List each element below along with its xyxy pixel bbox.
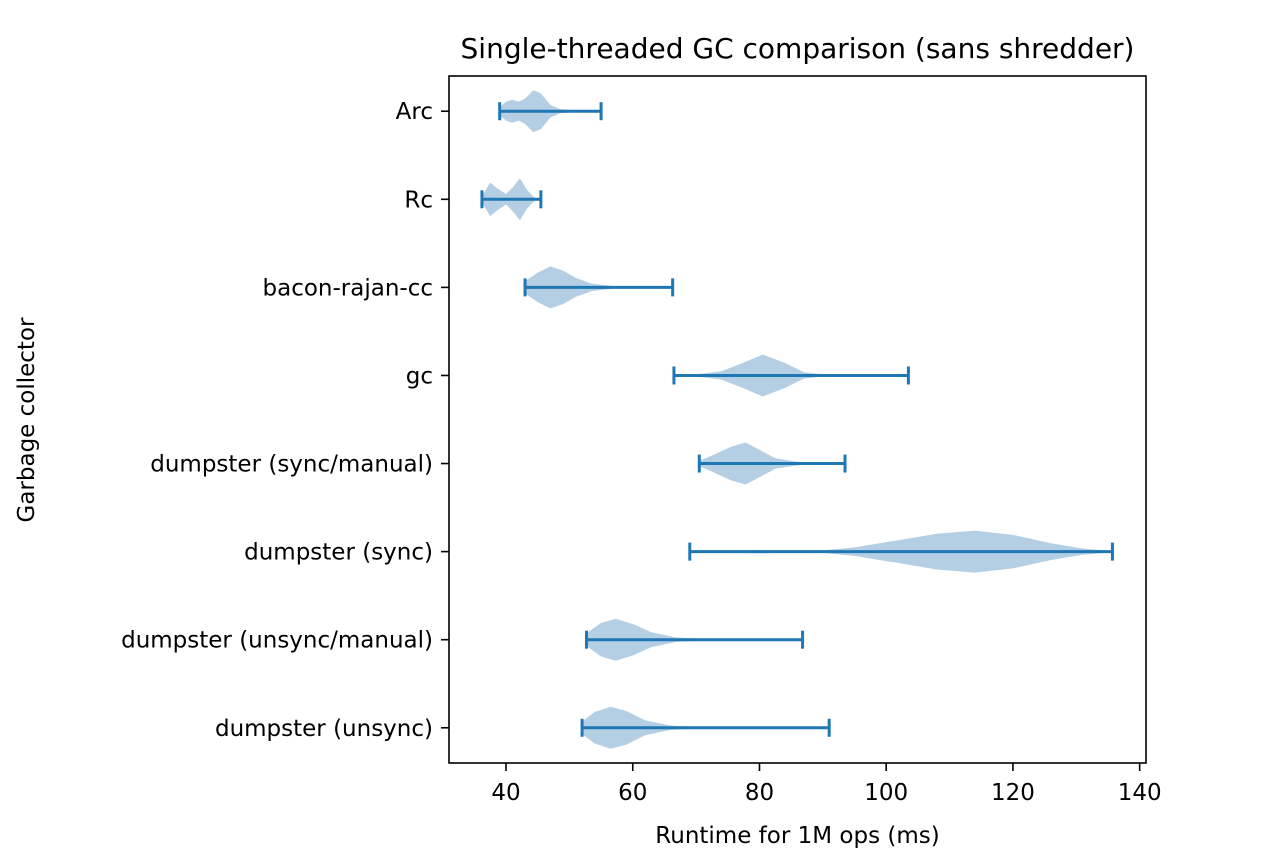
y-tick-label: gc — [406, 363, 433, 389]
y-tick-label: dumpster (sync) — [244, 540, 433, 566]
x-tick-label: 40 — [491, 780, 520, 806]
y-tick-label: bacon-rajan-cc — [263, 275, 434, 301]
axes-frame — [448, 75, 1147, 764]
x-tick-label: 120 — [991, 780, 1035, 806]
y-tick-label: Arc — [396, 99, 433, 125]
x-tick-label: 60 — [618, 780, 647, 806]
x-tick-label: 100 — [864, 780, 908, 806]
violins-layer — [480, 90, 1114, 749]
x-axis-title: Runtime for 1M ops (ms) — [655, 823, 939, 849]
y-ticks: dumpster (unsync) dumpster (unsync/manual… — [121, 99, 449, 742]
x-tick-label: 140 — [1118, 780, 1162, 806]
violin-dumpster-unsync- — [580, 706, 831, 749]
y-tick-label: Rc — [404, 187, 433, 213]
violin-rc — [480, 178, 543, 221]
x-tick-label: 80 — [745, 780, 774, 806]
violin-arc — [498, 90, 603, 133]
violin-dumpster-unsync-manual- — [584, 618, 805, 661]
violin-bacon-rajan-cc — [523, 266, 675, 309]
x-ticks: 40 60 80 100 120 140 — [491, 763, 1162, 806]
violin-gc — [672, 354, 910, 397]
y-tick-label: dumpster (sync/manual) — [150, 452, 433, 478]
y-axis-title: Garbage collector — [14, 317, 40, 523]
y-tick-label: dumpster (unsync/manual) — [121, 628, 433, 654]
chart-title: Single-threaded GC comparison (sans shre… — [461, 32, 1135, 65]
y-tick-label: dumpster (unsync) — [215, 716, 433, 742]
violin-dumpster-sync-manual- — [697, 442, 847, 485]
violin-dumpster-sync- — [688, 530, 1114, 573]
